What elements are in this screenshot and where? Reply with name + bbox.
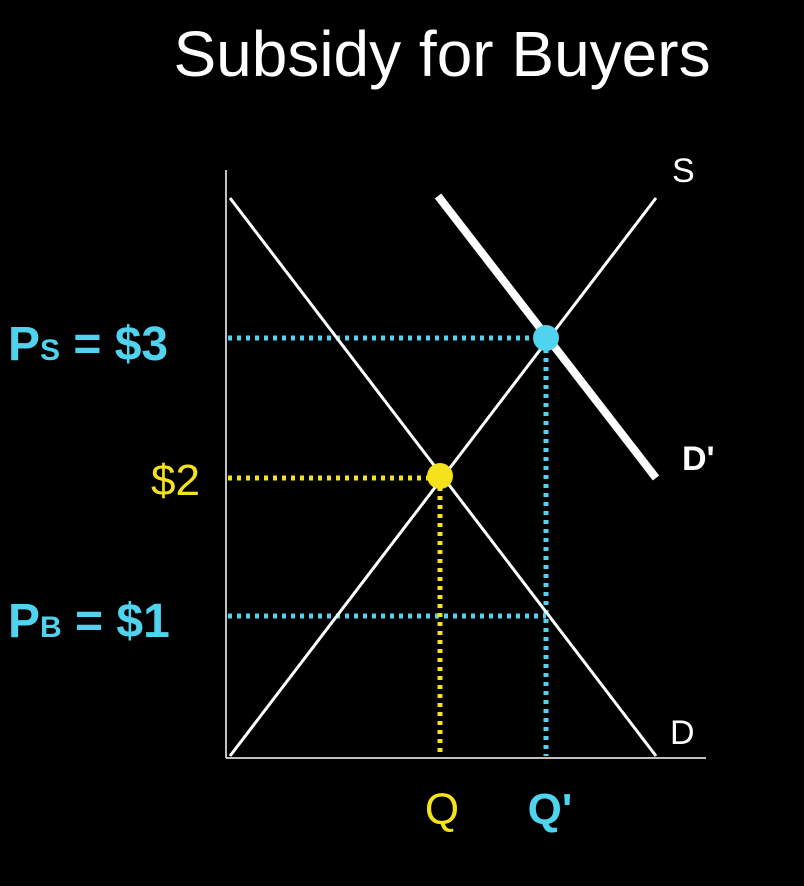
demand-label: D: [670, 714, 695, 752]
supply-label: S: [672, 152, 695, 190]
new-quantity-label: Q': [528, 785, 573, 834]
original-price-label: $2: [151, 456, 200, 505]
seller-price-subscript: S: [40, 334, 60, 367]
seller-price-label: PS = $3: [8, 318, 168, 371]
buyer-price-value: = $1: [62, 595, 170, 648]
buyer-price-subscript: B: [40, 611, 62, 644]
new-demand-label: D': [682, 440, 715, 478]
new-equilibrium-point: [533, 325, 559, 351]
seller-price-value: = $3: [60, 318, 168, 371]
diagram-title: Subsidy for Buyers: [173, 18, 710, 90]
original-quantity-label: Q: [425, 785, 459, 834]
buyer-price-label: PB = $1: [8, 595, 170, 648]
original-equilibrium-point: [427, 463, 453, 489]
buyer-price-symbol: P: [8, 595, 40, 648]
seller-price-symbol: P: [8, 318, 40, 371]
